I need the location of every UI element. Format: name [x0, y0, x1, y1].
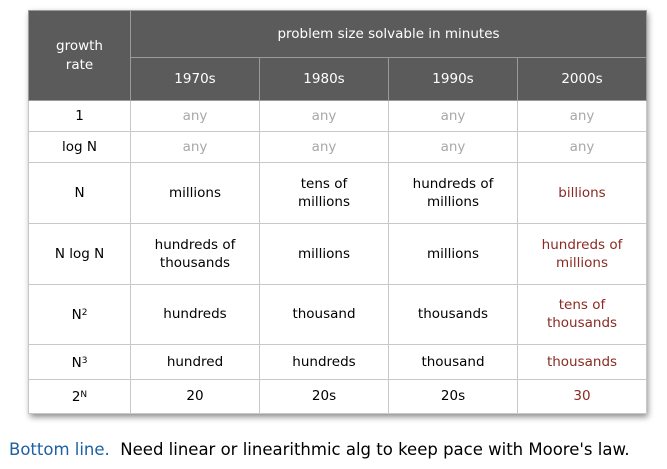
table-cell: hundreds [259, 344, 389, 380]
table-cell: thousands [516, 344, 648, 380]
table-cell: thousand [259, 283, 389, 346]
table-cell: tens of thousands [516, 283, 648, 346]
table-cell: any [388, 131, 518, 164]
bottom-line-lead: Bottom line. [9, 440, 110, 459]
table-cell: billions [516, 162, 648, 224]
table-cell: 20s [259, 378, 389, 415]
table-row: 2N 20 20s 20s 30 [28, 378, 648, 415]
group-header: problem size solvable in minutes [129, 10, 648, 58]
table-cell: 30 [516, 378, 648, 415]
table-row: N log N hundreds of thousands millions m… [28, 222, 648, 285]
bottom-line-text: Need linear or linearithmic alg to keep … [120, 440, 630, 459]
growth-rate-table: growth rate problem size solvable in min… [28, 10, 648, 415]
table-cell: hundred [130, 344, 260, 380]
table-cell: any [259, 131, 389, 164]
table-row: log N any any any any [28, 131, 648, 164]
decade-header: 1990s [388, 57, 518, 101]
table-cell: any [388, 99, 518, 133]
table-cell: any [516, 131, 648, 164]
growth-rate-label: N2 [28, 283, 131, 346]
table-cell: 20s [388, 378, 518, 415]
growth-rate-label: 1 [28, 99, 131, 133]
table-row: N3 hundred hundreds thousand thousands [28, 344, 648, 380]
table-cell: tens of millions [259, 162, 389, 224]
table-row: N2 hundreds thousand thousands tens of t… [28, 283, 648, 346]
table-cell: any [259, 99, 389, 133]
bottom-line-note: Bottom line. Need linear or linearithmic… [9, 440, 630, 459]
table-cell: 20 [130, 378, 260, 415]
exponent: 2 [81, 308, 88, 319]
table-cell: thousands [388, 283, 518, 346]
growth-rate-label: log N [28, 131, 131, 164]
table-row: N millions tens of millions hundreds of … [28, 162, 648, 224]
table-cell: hundreds of millions [516, 222, 648, 285]
row-header-label: growth rate [28, 10, 131, 101]
table-cell: millions [259, 222, 389, 285]
table-cell: any [130, 99, 260, 133]
table-row: 1 any any any any [28, 99, 648, 133]
exponent: N [80, 390, 88, 401]
table-cell: any [130, 131, 260, 164]
decade-header: 2000s [516, 57, 648, 101]
decade-header: 1970s [130, 57, 260, 101]
growth-rate-label: N log N [28, 222, 131, 285]
table-cell: hundreds [130, 283, 260, 346]
growth-rate-label: N3 [28, 344, 131, 380]
growth-rate-label: 2N [28, 378, 131, 415]
table-cell: thousand [388, 344, 518, 380]
table-cell: hundreds of millions [388, 162, 518, 224]
growth-rate-table-card: growth rate problem size solvable in min… [28, 10, 648, 415]
table-cell: hundreds of thousands [130, 222, 260, 285]
table-cell: millions [130, 162, 260, 224]
table-cell: millions [388, 222, 518, 285]
table-cell: any [516, 99, 648, 133]
exponent: 3 [81, 355, 88, 366]
growth-rate-label: N [28, 162, 131, 224]
decade-header: 1980s [259, 57, 389, 101]
